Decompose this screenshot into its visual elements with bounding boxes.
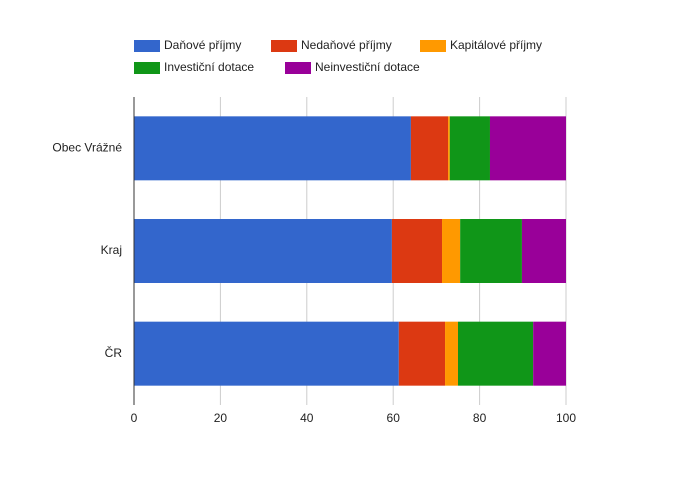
legend-swatch <box>285 62 311 74</box>
bar-segment <box>134 321 399 386</box>
bar-segment <box>460 219 522 283</box>
legend-swatch <box>271 40 297 52</box>
bar-segment <box>521 219 566 283</box>
x-tick-label: 40 <box>300 411 314 425</box>
x-tick-label: 60 <box>387 411 401 425</box>
bar-segment <box>458 321 534 386</box>
bar-segment <box>134 116 411 181</box>
bar-segment <box>410 116 449 181</box>
bar-segment <box>448 116 450 181</box>
bar-segment <box>533 321 566 386</box>
y-tick-label: Obec Vrážné <box>52 141 122 155</box>
x-tick-label: 80 <box>473 411 487 425</box>
legend-swatch <box>420 40 446 52</box>
legend-swatch <box>134 62 160 74</box>
legend-label: Neinvestiční dotace <box>315 60 420 74</box>
bar-segment <box>489 116 566 181</box>
legend-label: Investiční dotace <box>164 60 254 74</box>
bar-segment <box>134 219 392 283</box>
y-tick-label: Kraj <box>101 243 122 257</box>
x-tick-label: 0 <box>131 411 138 425</box>
x-tick-label: 20 <box>214 411 228 425</box>
legend-label: Kapitálové příjmy <box>450 38 542 52</box>
x-tick-label: 100 <box>556 411 576 425</box>
legend-label: Daňové příjmy <box>164 38 241 52</box>
bar-segment <box>398 321 446 386</box>
bar-segment <box>442 219 461 283</box>
legend-swatch <box>134 40 160 52</box>
bar-segment <box>445 321 458 386</box>
bar-segment <box>449 116 490 181</box>
legend-label: Nedaňové příjmy <box>301 38 392 52</box>
y-tick-label: ČR <box>105 345 123 360</box>
bar-segment <box>391 219 443 283</box>
